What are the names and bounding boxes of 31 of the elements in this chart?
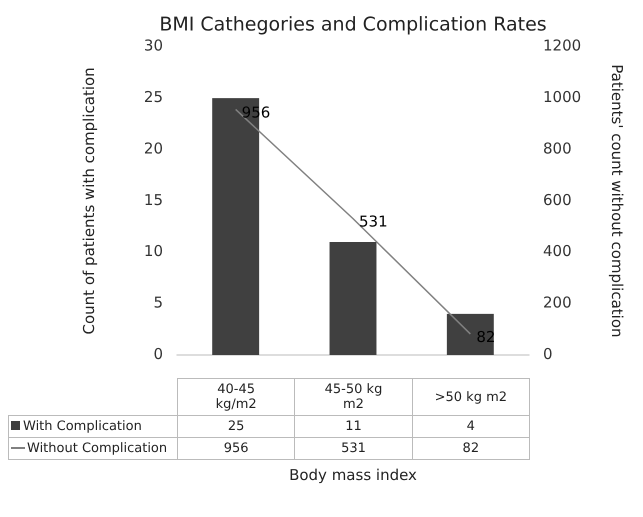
data-label: 25 — [178, 416, 295, 438]
bar — [330, 242, 376, 355]
y-tick-label: 30 — [144, 36, 163, 55]
data-label: 4 — [412, 416, 530, 438]
y-tick-label: 25 — [144, 88, 163, 106]
chart-title: BMI Cathegories and Complication Rates — [159, 13, 547, 36]
y2-tick-label: 600 — [543, 190, 572, 209]
data-label: 531 — [294, 438, 412, 460]
y-tick-label: 5 — [153, 294, 163, 312]
y2-axis-title: Patients' count without complication — [608, 64, 626, 338]
y-axis-title: Count of patients with complication — [80, 67, 98, 334]
y2-tick-label: 1200 — [543, 36, 582, 55]
legend-label: Without Complication — [8, 438, 178, 460]
y2-tick-label: 200 — [543, 294, 572, 312]
x-tick-label: 40-45 kg/m2 — [178, 378, 295, 416]
y-tick-label: 0 — [153, 344, 163, 363]
y2-tick-label: 400 — [543, 242, 572, 260]
y-tick-label: 15 — [144, 190, 163, 209]
y-tick-label: 10 — [144, 242, 163, 260]
x-tick-label: >50 kg m2 — [412, 378, 530, 416]
data-label: 11 — [294, 416, 412, 438]
x-axis-title: Body mass index — [288, 466, 418, 484]
y2-tick-label: 1000 — [543, 88, 582, 106]
data-label: 82 — [412, 438, 530, 460]
y2-tick-label: 800 — [543, 139, 572, 158]
y-tick-label: 20 — [144, 139, 163, 158]
y2-tick-label: 0 — [543, 344, 553, 363]
x-tick-label: 45-50 kg m2 — [294, 378, 412, 416]
data-label: 956 — [178, 438, 295, 460]
legend-label: With Complication — [8, 416, 178, 438]
text: 531 — [359, 212, 388, 231]
